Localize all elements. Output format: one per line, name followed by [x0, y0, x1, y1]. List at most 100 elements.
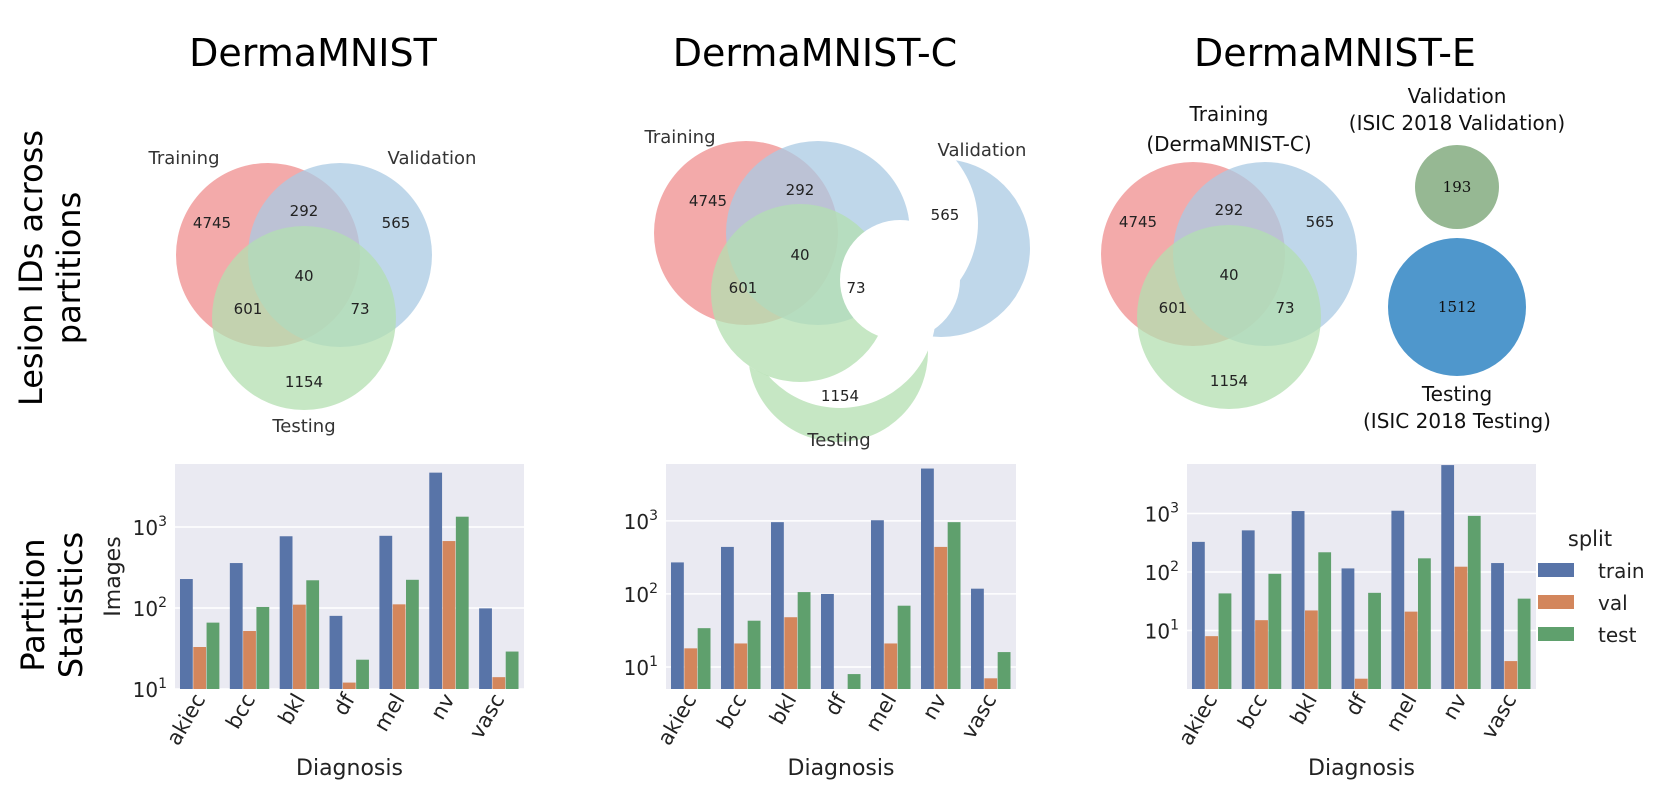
x-tick-label: akiec [162, 690, 210, 750]
bar-val-bcc [734, 643, 748, 689]
bar-val-df [342, 682, 356, 689]
bar-test-mel [897, 605, 911, 689]
x-tick-label: bkl [1286, 690, 1322, 729]
venn2-testing-inner-circle [711, 204, 889, 382]
row-label-bottom-line1: Partition [14, 538, 52, 671]
y-axis-label: Images [101, 536, 126, 616]
bar-test-bcc [747, 620, 761, 689]
bar-val-bcc [243, 631, 256, 689]
legend-swatch-val [1538, 595, 1574, 609]
venn1-all-three: 40 [294, 267, 313, 285]
venn3-isic-validation-circle [1415, 145, 1499, 229]
y-tick-label: 101 [624, 654, 658, 680]
bar-val-bcc [1255, 620, 1268, 689]
x-axis-label: Diagnosis [1308, 756, 1415, 781]
x-tick-label: mel [1381, 690, 1421, 736]
venn3-testing-label-line1: Testing [1421, 382, 1492, 406]
y-tick-label: 103 [624, 508, 658, 534]
venn1-val-test: 73 [350, 300, 369, 318]
venn1-test-only: 1154 [285, 373, 323, 391]
venn3-validation-label-line1: Validation [1408, 84, 1507, 108]
y-tick-label: 103 [133, 514, 167, 540]
bar-train-bkl [279, 536, 293, 689]
legend-title: split [1568, 527, 1612, 551]
venn1-val-only: 565 [382, 214, 411, 232]
title-dermamnist: DermaMNIST [189, 31, 437, 75]
venn3-val-test: 73 [1275, 299, 1294, 317]
venn1-train-only: 4745 [193, 214, 231, 232]
venn1-testing-label: Testing [271, 416, 335, 437]
bar-val-vasc [492, 677, 506, 689]
venn2-validation-label: Validation [938, 140, 1027, 161]
venn2-train-val: 292 [786, 181, 815, 199]
venn3-train-test: 601 [1159, 299, 1188, 317]
bar-val-bkl [784, 617, 798, 689]
y-tick-label: 101 [1145, 617, 1179, 643]
x-tick-label: nv [918, 690, 952, 724]
bar-chart-dermamnist-c: 101 102 103 akiec bcc bkl df mel nv vasc Diagnosis [624, 464, 1016, 781]
title-dermamnist-c: DermaMNIST-C [673, 31, 957, 75]
venn-dermamnist-c: Training Validation Testing 4745 292 565… [643, 123, 1030, 451]
row-label-lesion-ids: Lesion IDs across partitions [12, 130, 88, 406]
x-tick-label: bcc [712, 690, 751, 734]
venn1-validation-label: Validation [388, 148, 477, 169]
bar-val-bkl [292, 604, 306, 689]
bar-test-nv [455, 516, 469, 689]
bar-val-df [1354, 678, 1368, 689]
bar-train-df [1341, 568, 1355, 689]
venn-dermamnist: Training Validation Testing 4745 292 565… [147, 148, 476, 437]
venn3-train-val: 292 [1215, 201, 1244, 219]
bar-train-vasc [1491, 563, 1504, 689]
venn1-train-val: 292 [290, 202, 319, 220]
venn3-isic-testing-circle [1388, 238, 1526, 376]
bar-test-nv [947, 522, 961, 689]
venn2-train-test: 601 [729, 279, 758, 297]
venn3-testing-circle [1137, 225, 1321, 409]
row-label-partition-statistics: Partition Statistics [14, 532, 90, 678]
bar-val-mel [392, 604, 406, 689]
legend: split train val test [1538, 527, 1645, 647]
bar-test-nv [1467, 515, 1481, 689]
venn3-validation-label-line2: (ISIC 2018 Validation) [1349, 111, 1565, 135]
bar-val-mel [1404, 611, 1418, 689]
bar-val-nv [1454, 566, 1468, 689]
y-tick-label: 102 [624, 581, 658, 607]
bar-test-mel [1418, 558, 1431, 689]
venn1-train-test: 601 [234, 300, 263, 318]
venn2-test-only: 1154 [821, 387, 859, 405]
bar-test-bcc [256, 606, 270, 689]
bar-test-df [1368, 592, 1381, 689]
x-tick-label: mel [369, 690, 409, 736]
row-label-top-line1: Lesion IDs across [12, 130, 50, 406]
title-dermamnist-e: DermaMNIST-E [1194, 31, 1476, 75]
y-tick-label: 101 [133, 676, 167, 702]
bar-train-mel [1391, 510, 1405, 689]
bar-train-vasc [479, 608, 492, 689]
bar-train-akiec [1191, 541, 1205, 689]
venn1-training-label: Training [147, 148, 219, 169]
bar-train-df [329, 615, 343, 689]
bar-train-mel [871, 520, 884, 689]
x-tick-label: nv [1438, 690, 1472, 724]
bar-train-nv [921, 468, 934, 689]
bar-val-akiec [1205, 636, 1219, 689]
venn3-train-only: 4745 [1119, 213, 1157, 231]
bar-test-akiec [1218, 593, 1232, 689]
bar-val-nv [934, 546, 948, 689]
plot-area [175, 464, 524, 689]
bar-val-vasc [1504, 661, 1518, 689]
bar-val-akiec [684, 648, 698, 689]
row-label-top-line2: partitions [50, 192, 88, 344]
x-tick-label: bcc [1233, 690, 1272, 734]
venn3-all-three: 40 [1219, 266, 1238, 284]
bar-test-bkl [797, 592, 811, 689]
venn3-testing-label-line2: (ISIC 2018 Testing) [1363, 409, 1551, 433]
bar-test-akiec [697, 628, 711, 689]
bar-val-akiec [193, 647, 207, 689]
bar-test-mel [406, 579, 419, 689]
bar-test-vasc [1517, 598, 1531, 689]
x-axis-label: Diagnosis [296, 756, 403, 781]
bar-chart-dermamnist: 101 102 103 akiec bcc bkl df mel nv vasc Diagnosis… [101, 464, 524, 781]
bar-train-bkl [1291, 511, 1305, 689]
